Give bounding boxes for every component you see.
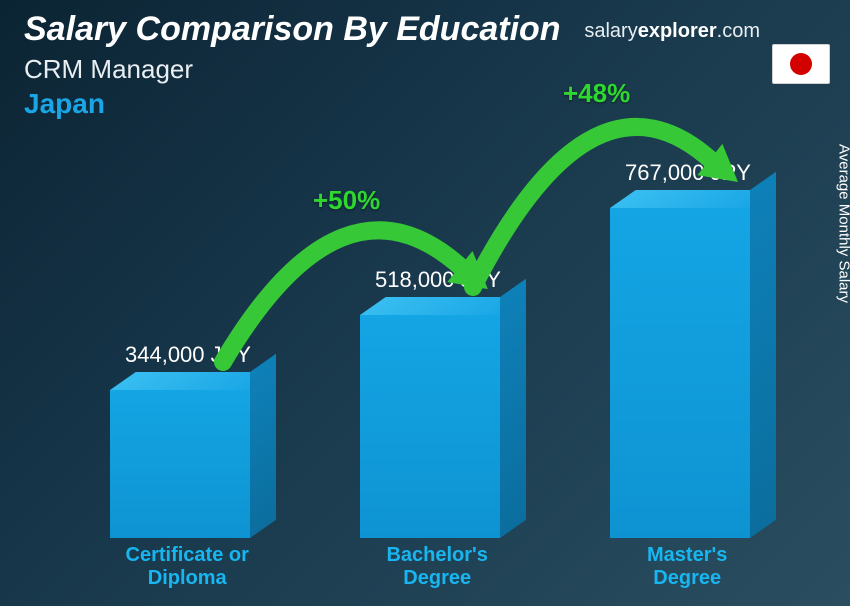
bar-group: 767,000 JPYMaster'sDegree — [610, 208, 750, 538]
delta-label: +50% — [313, 185, 380, 216]
page-title: Salary Comparison By Education — [24, 10, 561, 49]
bar-group: 518,000 JPYBachelor'sDegree — [360, 315, 500, 538]
chart-area: 344,000 JPYCertificate orDiploma 518,000 … — [40, 140, 790, 586]
bar-label: Master'sDegree — [597, 544, 777, 590]
bar-value: 518,000 JPY — [338, 267, 538, 293]
bar-group: 344,000 JPYCertificate orDiploma — [110, 390, 250, 538]
bar: 767,000 JPY — [610, 208, 750, 538]
bar-value: 344,000 JPY — [88, 342, 288, 368]
watermark-bold: explorer — [638, 20, 717, 42]
subtitle: CRM Manager — [24, 54, 193, 85]
stage: Salary Comparison By Education CRM Manag… — [0, 0, 850, 606]
watermark: salaryexplorer.com — [584, 20, 760, 43]
bar-value: 767,000 JPY — [588, 160, 788, 186]
watermark-prefix: salary — [584, 20, 637, 42]
y-axis-label: Average Monthly Salary — [836, 144, 850, 303]
bar: 344,000 JPY — [110, 390, 250, 538]
country: Japan — [24, 88, 105, 120]
bar-label: Bachelor'sDegree — [347, 544, 527, 590]
flag-japan — [772, 44, 830, 84]
bar-label: Certificate orDiploma — [97, 544, 277, 590]
delta-label: +48% — [563, 78, 630, 109]
watermark-suffix: .com — [717, 20, 760, 42]
bar: 518,000 JPY — [360, 315, 500, 538]
flag-dot — [790, 53, 812, 75]
